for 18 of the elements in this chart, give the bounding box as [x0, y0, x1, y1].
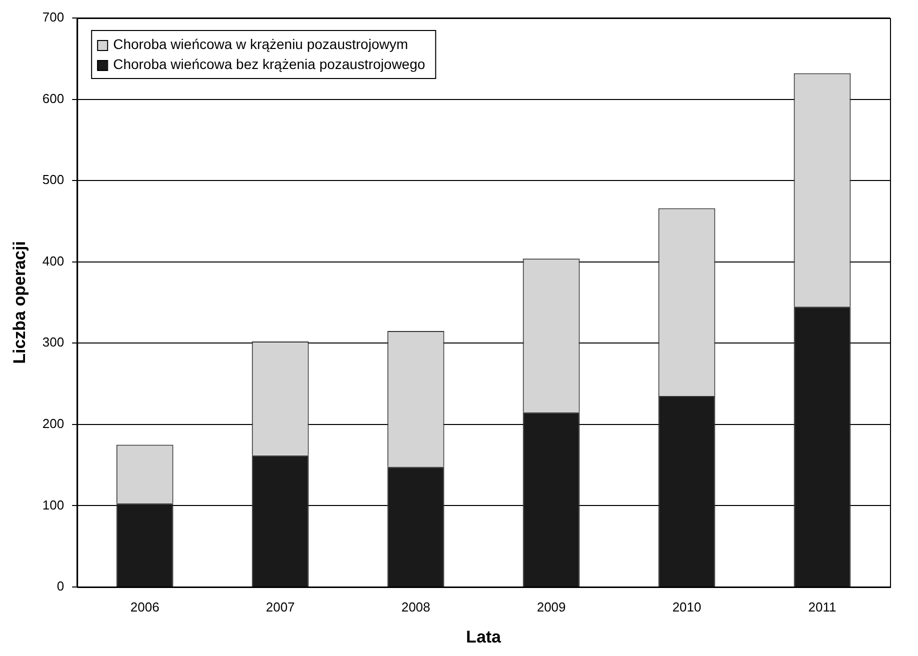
x-tick-label: 2006 — [130, 599, 160, 614]
y-tick-label: 200 — [42, 416, 64, 432]
x-tick-label: 2007 — [266, 599, 295, 614]
x-tick-label: 2010 — [672, 599, 702, 614]
y-axis-title: Liczba operacji — [10, 241, 29, 364]
x-axis-title: Lata — [466, 627, 502, 646]
x-tick-label: 2008 — [401, 599, 430, 614]
x-tick-label: 2011 — [808, 599, 836, 614]
y-tick-label: 0 — [56, 578, 64, 594]
legend-label: Choroba wieńcowa w krążeniu pozaustrojowym — [113, 36, 408, 52]
y-tick-label: 100 — [42, 497, 64, 512]
y-tick-label: 500 — [42, 172, 64, 188]
y-tick-label: 700 — [42, 10, 64, 25]
x-tick-label: 2009 — [536, 599, 566, 614]
y-tick-label: 600 — [42, 90, 64, 106]
y-tick-label: 400 — [42, 253, 64, 268]
legend-label: Choroba wieńcowa bez krążenia pozaustrojowego — [113, 56, 426, 72]
y-tick-label: 300 — [42, 334, 64, 350]
